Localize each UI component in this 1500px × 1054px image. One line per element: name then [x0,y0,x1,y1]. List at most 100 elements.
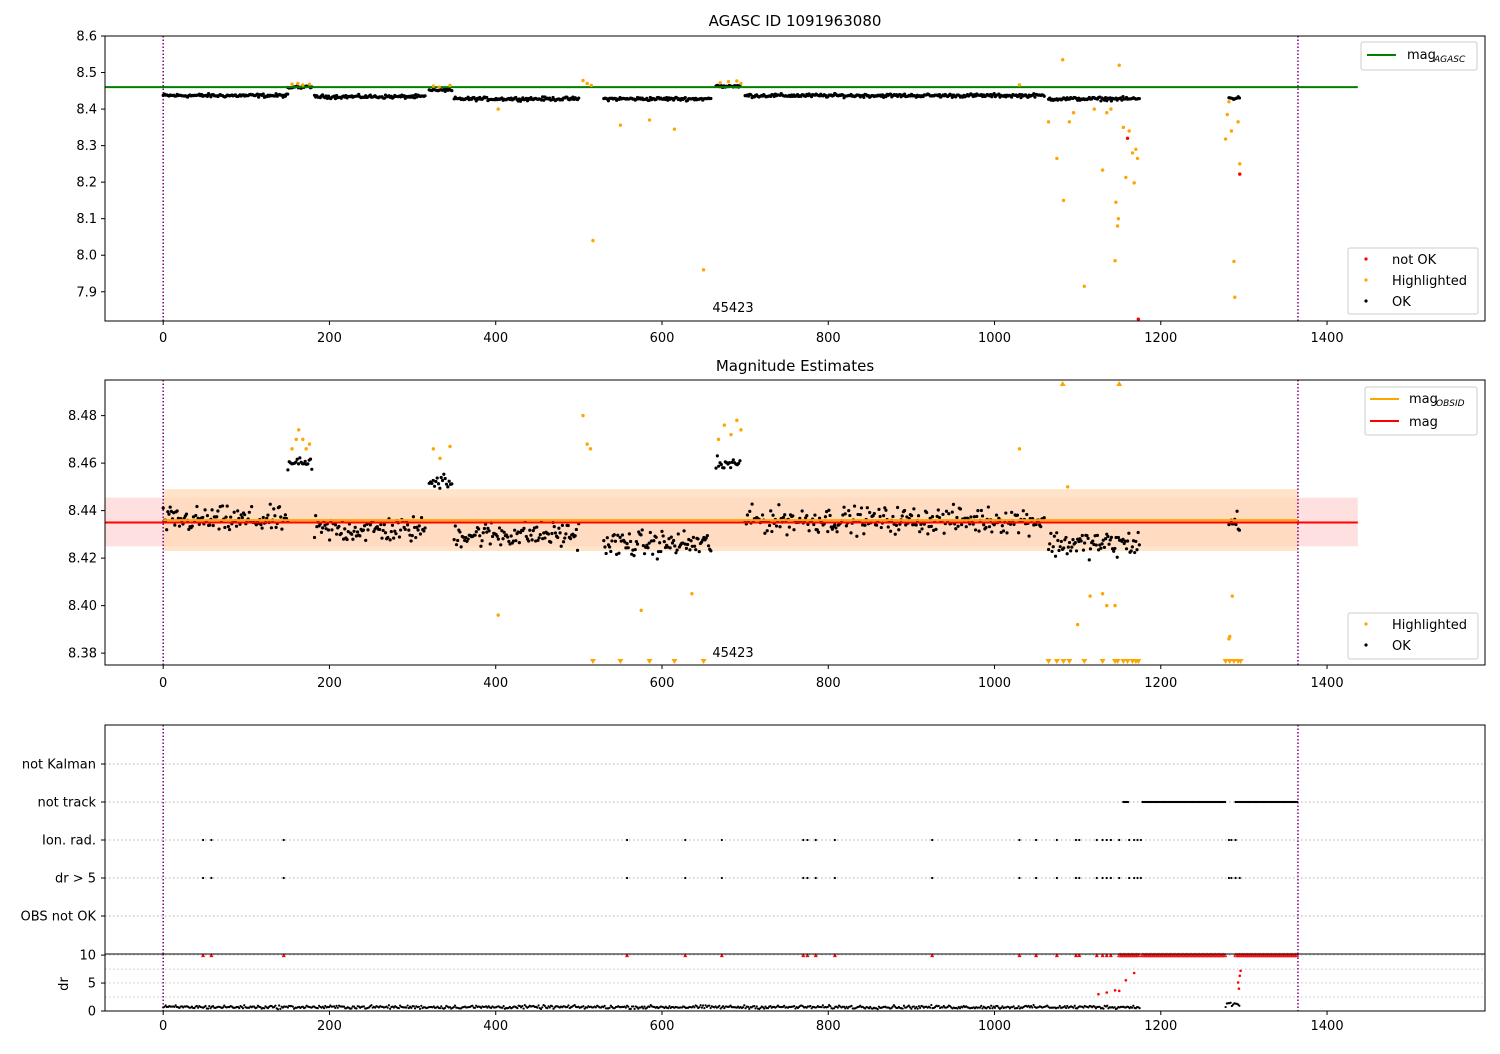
dr-point [748,1007,751,1010]
dr-point [221,1006,225,1009]
dr-red-point [1117,989,1121,993]
ok-point [422,529,426,533]
dr-point [1058,1004,1061,1008]
x-tick-label: 0 [159,676,167,691]
highlighted-point [1113,603,1117,608]
x-tick-label: 1400 [1311,331,1344,346]
dr-point [643,1005,646,1008]
ok-point [694,548,698,552]
highlighted-point [639,608,643,613]
dr-point [794,1007,797,1010]
ok-point [220,504,225,508]
ok-point [897,528,901,532]
ok-point [689,539,693,543]
ok-point [381,528,385,533]
dr-point [412,1005,415,1008]
dr-point [958,1007,962,1010]
ok-point [806,522,810,526]
ok-point [274,525,278,530]
ok-point [763,531,767,535]
ok-point [161,506,165,510]
ok-point [394,532,398,536]
ok-point [453,524,457,528]
x-tick-label: 1400 [1311,1019,1344,1034]
ok-point [399,528,403,532]
ok-point [366,528,370,532]
ok-point [537,536,541,540]
highlighted-point [1105,603,1109,608]
dr5-point [1118,876,1121,880]
ok-point [1099,99,1103,103]
dr-point [486,1006,489,1009]
dr-point [566,1005,569,1009]
highlighted-point [1061,198,1066,203]
dr-red-point [1105,991,1109,994]
x-tick-label: 600 [650,1019,675,1034]
ok-point [749,93,753,97]
ok-point [1063,538,1067,542]
x-tick-label: 0 [159,331,167,346]
ok-point [368,523,372,527]
ok-point [358,534,362,538]
ok-point [260,526,264,530]
ok-point [279,515,283,519]
dr-point [1000,1006,1003,1009]
ok-point [1108,538,1112,542]
dr5-point [1055,876,1058,880]
agasc-panel: AGASC ID 1091963080 0 200 400 600 800 1000 120… [76,12,1486,346]
dr-point [783,1004,786,1007]
x-tick-label: 800 [816,676,841,691]
ok-point [691,535,696,539]
ok-point [656,550,661,554]
ok-point [1105,99,1109,103]
highlighted-point [1229,129,1234,133]
ok-point [745,513,750,517]
dr5-point [1095,876,1098,880]
highlighted-point [701,268,706,272]
ok-point [878,514,882,519]
dr-point [1072,1006,1075,1009]
ok-point [665,96,669,100]
highlighted-point [690,592,694,596]
ok-point [277,505,282,509]
ok-point [1049,531,1053,535]
ok-point [608,545,612,549]
ok-point [543,536,547,540]
y-tick-label: 8.42 [68,552,97,567]
estimates-axis-ticks: 0 200 400 600 800 1000 1200 1400 8.48 8.46 8.44 8.4… [68,409,1344,691]
y-tick-label: 8.38 [68,647,97,662]
ok-point [550,531,554,536]
ok-point [815,528,819,532]
x-tick-label: 400 [483,331,508,346]
dr-point [1017,1005,1020,1008]
ok-point [769,509,773,513]
ok-point [976,509,980,513]
ok-point [211,523,215,528]
x-tick-label: 600 [650,331,675,346]
ok-point [447,479,451,483]
dr-point [211,1005,215,1008]
ok-point [984,525,988,530]
ok-point [626,546,630,550]
dr-point [551,1005,554,1008]
ok-point [295,457,299,461]
ok-point [530,538,534,542]
highlighted-point [1121,125,1126,130]
ok-point [1052,534,1056,538]
ok-point [969,515,973,519]
dr-point [193,1007,196,1010]
dr-clipped-marker [805,953,810,958]
ion-rad-point [282,838,285,842]
dr-point [1012,1005,1015,1008]
x-tick-label: 600 [650,676,675,691]
x-tick-label: 1000 [978,1019,1011,1034]
ok-point [298,456,302,460]
ok-point [215,515,219,519]
dr-point [876,1008,879,1011]
ok-point [701,538,705,542]
flag-row-label: Ion. rad. [42,834,96,849]
ok-point [308,457,313,461]
x-tick-label: 400 [483,676,508,691]
ok-point [464,535,468,540]
ok-point [683,95,687,100]
